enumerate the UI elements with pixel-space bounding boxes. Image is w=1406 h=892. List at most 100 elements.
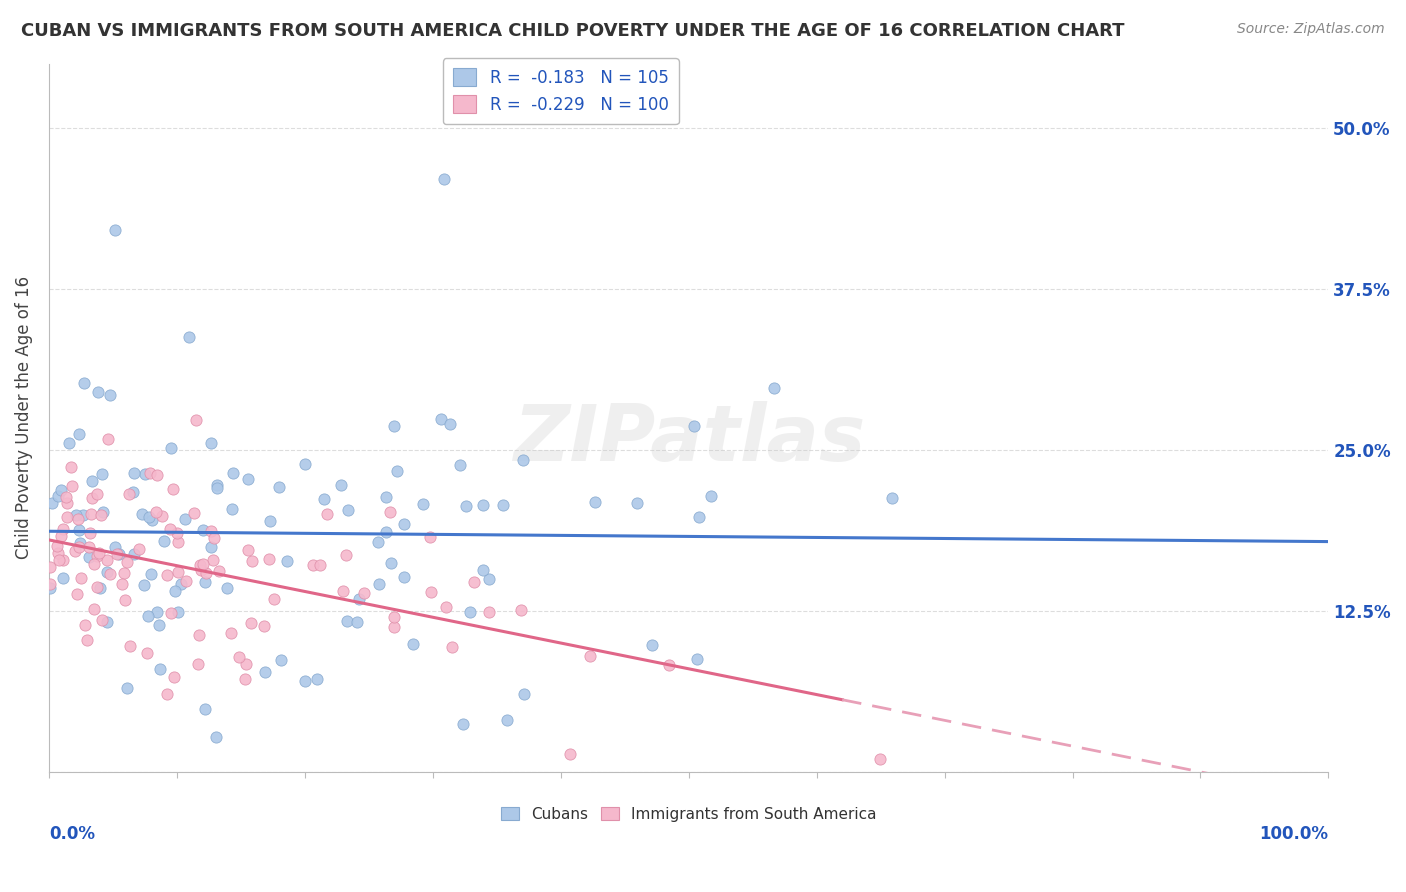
Point — [242, 554, 264, 568]
Point — [163, 670, 186, 684]
Point — [392, 516, 415, 531]
Point — [253, 618, 276, 632]
Point — [583, 495, 606, 509]
Point — [353, 585, 375, 599]
Point — [148, 618, 170, 632]
Point — [45, 540, 67, 554]
Point — [135, 646, 157, 660]
Point — [492, 498, 515, 512]
Point — [429, 412, 451, 426]
Point — [70, 571, 93, 585]
Point — [259, 514, 281, 528]
Point — [194, 702, 217, 716]
Point — [167, 606, 190, 620]
Point — [66, 511, 89, 525]
Point — [90, 508, 112, 522]
Point — [236, 472, 259, 486]
Point — [512, 453, 534, 467]
Point — [52, 571, 75, 585]
Point — [440, 640, 463, 655]
Text: Source: ZipAtlas.com: Source: ZipAtlas.com — [1237, 22, 1385, 37]
Point — [115, 681, 138, 696]
Point — [67, 523, 90, 537]
Point — [128, 541, 150, 556]
Point — [332, 584, 354, 599]
Point — [294, 674, 316, 689]
Point — [190, 563, 212, 577]
Point — [349, 591, 371, 606]
Point — [80, 475, 103, 489]
Point — [433, 172, 456, 186]
Point — [139, 467, 162, 481]
Point — [204, 730, 226, 744]
Point — [58, 435, 80, 450]
Point — [200, 436, 222, 450]
Point — [79, 525, 101, 540]
Point — [149, 662, 172, 676]
Point — [89, 582, 111, 596]
Point — [39, 560, 62, 574]
Point — [276, 553, 298, 567]
Point — [762, 381, 785, 395]
Text: CUBAN VS IMMIGRANTS FROM SOUTH AMERICA CHILD POVERTY UNDER THE AGE OF 16 CORRELA: CUBAN VS IMMIGRANTS FROM SOUTH AMERICA C… — [21, 22, 1125, 40]
Y-axis label: Child Poverty Under the Age of 16: Child Poverty Under the Age of 16 — [15, 277, 32, 559]
Point — [166, 565, 188, 579]
Point — [375, 525, 398, 540]
Point — [219, 625, 242, 640]
Point — [98, 388, 121, 402]
Point — [160, 607, 183, 621]
Point — [86, 487, 108, 501]
Point — [375, 490, 398, 504]
Point — [882, 491, 904, 505]
Point — [150, 509, 173, 524]
Text: ZIPatlas: ZIPatlas — [513, 401, 865, 477]
Point — [153, 534, 176, 549]
Point — [434, 599, 457, 614]
Point — [270, 653, 292, 667]
Point — [194, 566, 217, 580]
Point — [380, 557, 402, 571]
Point — [104, 541, 127, 555]
Point — [96, 615, 118, 629]
Point — [134, 578, 156, 592]
Point — [91, 505, 114, 519]
Point — [382, 418, 405, 433]
Point — [97, 433, 120, 447]
Point — [346, 615, 368, 630]
Point — [578, 648, 600, 663]
Point — [869, 752, 891, 766]
Point — [82, 491, 104, 505]
Point — [222, 466, 245, 480]
Point — [378, 505, 401, 519]
Point — [96, 566, 118, 580]
Point — [77, 540, 100, 554]
Point — [87, 385, 110, 400]
Point — [46, 489, 69, 503]
Text: 100.0%: 100.0% — [1260, 825, 1329, 843]
Point — [188, 628, 211, 642]
Text: 0.0%: 0.0% — [49, 825, 96, 843]
Point — [392, 570, 415, 584]
Point — [194, 574, 217, 589]
Point — [560, 747, 582, 761]
Point — [686, 652, 709, 666]
Point — [472, 563, 495, 577]
Point — [174, 511, 197, 525]
Point — [382, 610, 405, 624]
Point — [439, 417, 461, 431]
Point — [626, 496, 648, 510]
Point — [305, 673, 328, 687]
Point — [60, 479, 83, 493]
Point — [67, 426, 90, 441]
Point — [69, 536, 91, 550]
Point — [228, 649, 250, 664]
Point — [108, 547, 131, 561]
Point — [83, 601, 105, 615]
Point — [184, 413, 207, 427]
Point — [302, 558, 325, 572]
Point — [65, 543, 87, 558]
Point — [294, 458, 316, 472]
Point — [166, 526, 188, 541]
Point — [134, 467, 156, 481]
Point — [330, 477, 353, 491]
